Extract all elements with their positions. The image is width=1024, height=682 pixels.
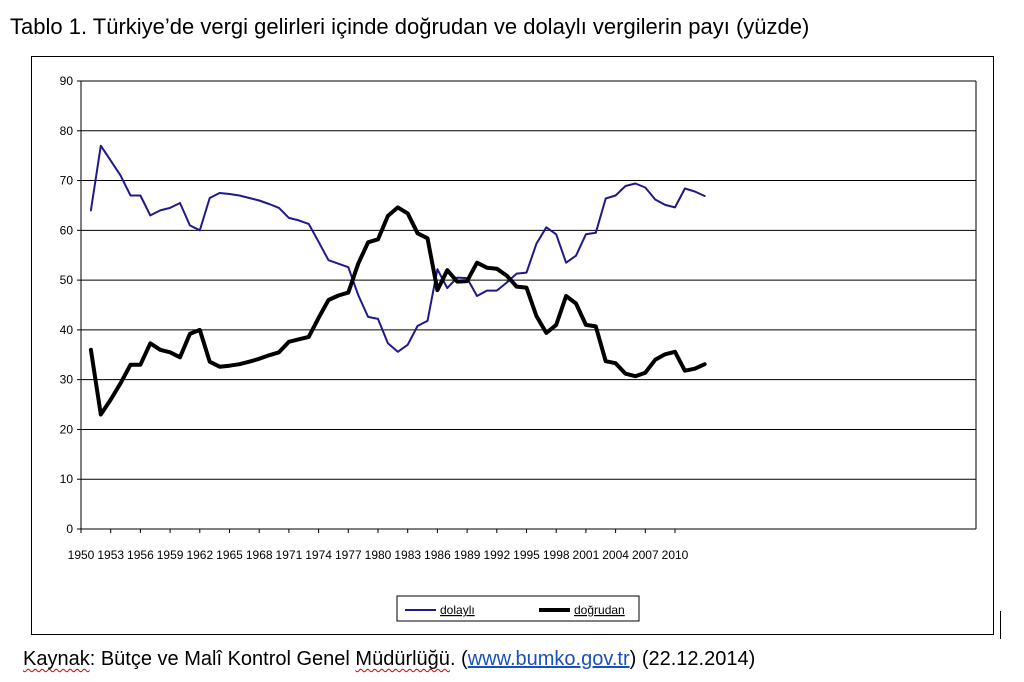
x-tick-label: 1983 bbox=[394, 548, 421, 562]
source-colon: : bbox=[89, 648, 101, 670]
x-tick-label: 2010 bbox=[662, 548, 689, 562]
legend-label-dolayli: dolaylı bbox=[440, 603, 475, 617]
x-tick-label: 2001 bbox=[573, 548, 600, 562]
x-tick-label: 1953 bbox=[97, 548, 124, 562]
x-tick-label: 1989 bbox=[454, 548, 481, 562]
series-line-dolayli bbox=[89, 144, 706, 353]
source-org-a: Bütçe ve Malî Kontrol Genel bbox=[100, 648, 356, 670]
y-tick-label: 0 bbox=[66, 522, 73, 536]
x-tick-label: 1974 bbox=[305, 548, 332, 562]
chart-title: Tablo 1. Türkiye’de vergi gelirleri için… bbox=[10, 14, 810, 39]
line-chart: 0 10 20 30 40 50 60 70 80 90 1950 1953 1956 1959 1962… bbox=[60, 74, 977, 622]
x-tick-label: 1968 bbox=[246, 548, 273, 562]
x-tick-label: 1950 bbox=[68, 548, 95, 562]
y-tick-label: 30 bbox=[60, 373, 74, 387]
x-tick-label: 1965 bbox=[216, 548, 243, 562]
y-tick-label: 60 bbox=[60, 223, 74, 237]
x-tick-label: 1977 bbox=[335, 548, 362, 562]
x-tick-label: 2007 bbox=[632, 548, 659, 562]
chart-frame: 0 10 20 30 40 50 60 70 80 90 1950 1953 1956 1959 1962… bbox=[31, 56, 994, 635]
x-tick-label: 1956 bbox=[127, 548, 154, 562]
y-tick-label: 10 bbox=[60, 472, 74, 486]
x-tick-label: 1992 bbox=[483, 548, 510, 562]
margin-marker bbox=[1000, 611, 1001, 639]
legend: dolaylı doğrudan bbox=[396, 595, 640, 622]
y-tick-label: 50 bbox=[60, 273, 74, 287]
source-org-b: Müdürlüğü bbox=[355, 648, 450, 670]
source-prefix: Kaynak bbox=[23, 648, 90, 670]
legend-box bbox=[396, 595, 640, 622]
source-link[interactable]: www.bumko.gov.tr bbox=[467, 648, 630, 670]
source-note: Kaynak: Bütçe ve Malî Kontrol Genel Müdü… bbox=[23, 648, 755, 671]
source-suffix: ) (22.12.2014) bbox=[629, 648, 756, 670]
y-tick-label: 80 bbox=[60, 124, 74, 138]
x-tick-label: 1971 bbox=[276, 548, 303, 562]
x-tick-label: 1986 bbox=[424, 548, 451, 562]
x-tick-label: 1962 bbox=[186, 548, 213, 562]
y-tick-label: 70 bbox=[60, 174, 74, 188]
legend-label-dogrudan: doğrudan bbox=[574, 603, 625, 617]
source-mid: . ( bbox=[449, 648, 468, 670]
x-tick-label: 1998 bbox=[543, 548, 570, 562]
x-tick-label: 1980 bbox=[365, 548, 392, 562]
x-tick-label: 1959 bbox=[157, 548, 184, 562]
x-tick-label: 1995 bbox=[513, 548, 540, 562]
series-line-dogrudan bbox=[88, 205, 707, 417]
x-tick-label: 2004 bbox=[602, 548, 629, 562]
y-tick-label: 20 bbox=[60, 422, 74, 436]
y-tick-label: 40 bbox=[60, 323, 74, 337]
y-tick-label: 90 bbox=[60, 74, 74, 88]
